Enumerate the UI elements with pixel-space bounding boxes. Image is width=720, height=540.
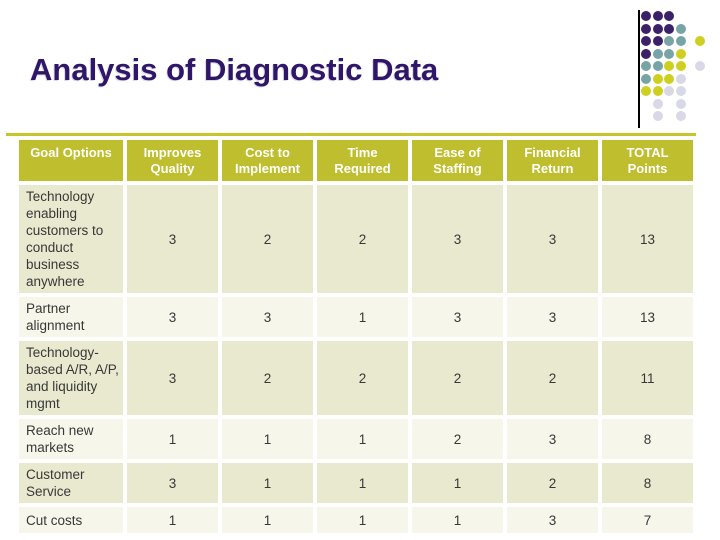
score-cell: 3 [507,297,598,337]
decor-dot-gray-icon [652,98,663,109]
score-cell: 3 [412,185,503,293]
row-label: Partner alignment [19,297,123,337]
decor-dot-teal-icon [641,73,651,84]
score-cell: 3 [127,341,218,415]
table-row: Customer Service 3 1 1 1 2 8 [19,463,693,503]
table-row: Cut costs 1 1 1 1 3 7 [19,507,693,533]
score-cell: 2 [317,341,408,415]
table-row: Technology-based A/R, A/P, and liquidity… [19,341,693,415]
decor-dot-teal-icon [664,48,674,59]
decor-dot-yellow-icon [664,73,674,84]
score-cell: 1 [222,507,313,533]
decor-dot-purple-icon [664,11,674,21]
score-cell: 2 [507,341,598,415]
total-points-cell: 11 [602,341,693,415]
score-cell: 3 [412,297,503,337]
row-label: Cut costs [19,507,123,533]
score-cell: 2 [317,185,408,293]
decor-dot-gray-icon [675,73,686,84]
header-row: Goal Options Improves Quality Cost to Impl… [19,140,693,181]
row-label: Customer Service [19,463,123,503]
decor-dot-gray-icon [664,86,674,96]
score-cell: 2 [412,341,503,415]
decor-dot-gray-icon [675,98,686,109]
table-row: Partner alignment 3 3 1 3 3 13 [19,297,693,337]
total-points-cell: 8 [602,419,693,459]
table-row: Technology enabling customers to conduct… [19,185,693,293]
column-header-improves-quality: Improves Quality [127,140,218,181]
row-label: Technology enabling customers to conduct… [19,185,123,293]
score-cell: 1 [317,463,408,503]
vertical-accent-line [638,10,640,128]
decor-dot-purple-icon [641,36,651,46]
score-cell: 1 [127,419,218,459]
score-cell: 3 [127,185,218,293]
decor-dot-gray-icon [652,111,663,121]
decor-dot-purple-icon [652,23,663,34]
decor-dot-purple-icon [652,11,663,21]
column-header-financial-return: Financial Return [507,140,598,181]
score-cell: 3 [507,185,598,293]
decor-dot-purple-icon [664,23,674,34]
diagnostic-data-table: Goal Options Improves Quality Cost to Impl… [15,136,697,537]
row-label: Technology-based A/R, A/P, and liquidity… [19,341,123,415]
decor-dot-teal-icon [641,61,651,71]
decor-dot-teal-icon [652,48,663,59]
decor-dot-yellow-icon [641,86,651,96]
column-header-cost-to-implement: Cost to Implement [222,140,313,181]
decor-dot-teal-icon [675,36,686,46]
decor-dot-gray-icon [675,111,686,121]
column-header-goal-options: Goal Options [19,140,123,181]
decor-dot-yellow-icon [675,48,686,59]
dot-pattern-decoration [641,11,711,126]
decor-dot-purple-icon [641,23,651,34]
slide-title: Analysis of Diagnostic Data [30,52,439,87]
score-cell: 2 [412,419,503,459]
column-header-total-points: TOTAL Points [602,140,693,181]
decor-dot-yellow-icon [664,61,674,71]
column-header-ease-of-staffing: Ease of Staffing [412,140,503,181]
decor-dot-purple-icon [641,11,651,21]
decor-dot-teal-icon [675,23,686,34]
score-cell: 3 [127,297,218,337]
decor-dot-teal-icon [664,36,674,46]
score-cell: 1 [412,463,503,503]
score-cell: 2 [222,185,313,293]
total-points-cell: 7 [602,507,693,533]
score-cell: 1 [222,419,313,459]
score-cell: 3 [222,297,313,337]
decor-dot-yellow-icon [675,61,686,71]
score-cell: 2 [222,341,313,415]
decor-dot-gray-icon [695,61,705,71]
decor-dot-teal-icon [652,61,663,71]
decor-dot-yellow-icon [652,86,663,96]
decor-dot-gray-icon [675,86,686,96]
total-points-cell: 8 [602,463,693,503]
score-cell: 1 [317,507,408,533]
total-points-cell: 13 [602,185,693,293]
decor-dot-yellow-icon [695,36,705,46]
score-cell: 1 [222,463,313,503]
score-cell: 1 [317,297,408,337]
score-cell: 2 [507,463,598,503]
title-underline-rule [6,133,696,136]
decor-dot-purple-icon [641,48,651,59]
score-cell: 3 [127,463,218,503]
score-cell: 1 [127,507,218,533]
decor-dot-yellow-icon [652,73,663,84]
table-row: Reach new markets 1 1 1 2 3 8 [19,419,693,459]
score-cell: 1 [317,419,408,459]
row-label: Reach new markets [19,419,123,459]
score-cell: 3 [507,507,598,533]
score-cell: 1 [412,507,503,533]
total-points-cell: 13 [602,297,693,337]
score-cell: 3 [507,419,598,459]
decor-dot-purple-icon [652,36,663,46]
column-header-time-required: Time Required [317,140,408,181]
